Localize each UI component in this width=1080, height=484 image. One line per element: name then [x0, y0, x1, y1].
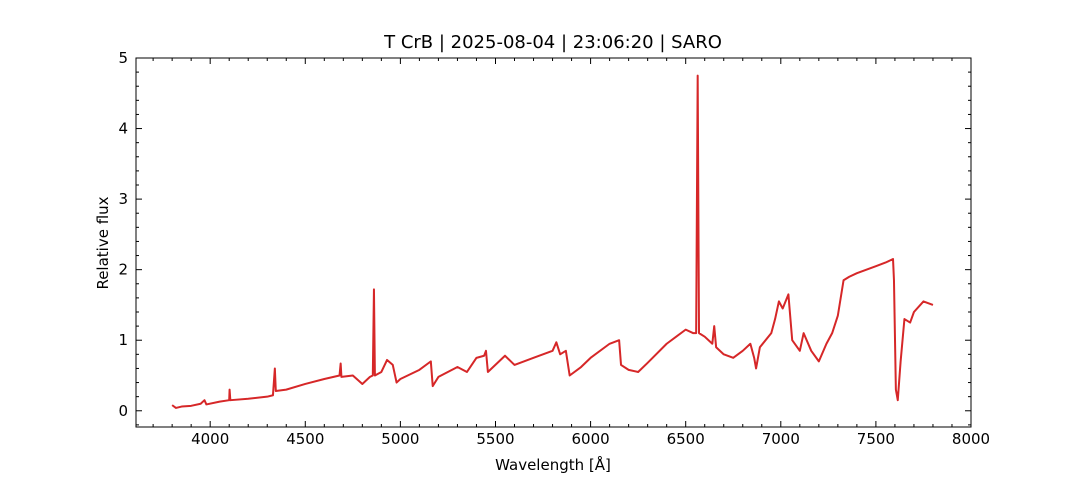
chart-title: T CrB | 2025-08-04 | 23:06:20 | SARO: [383, 32, 722, 53]
x-tick-label: 4500: [286, 430, 324, 448]
x-axis-label: Wavelength [Å]: [495, 455, 611, 474]
x-tick-label: 5500: [476, 430, 514, 448]
x-tick-label: 4000: [191, 430, 229, 448]
y-tick-label: 5: [118, 49, 128, 67]
x-tick-label: 6500: [667, 430, 705, 448]
y-axis-label: Relative flux: [94, 196, 112, 289]
x-tick-label: 7500: [857, 430, 895, 448]
x-tick-label: 6000: [571, 430, 609, 448]
x-tick-label: 5000: [381, 430, 419, 448]
y-tick-label: 3: [118, 190, 128, 208]
plot-frame: [135, 57, 972, 428]
y-tick-label: 4: [118, 120, 128, 138]
x-tick-label: 8000: [952, 430, 990, 448]
spectrum-line: [171, 74, 934, 409]
y-tick-label: 0: [118, 402, 128, 420]
y-tick-label: 1: [118, 331, 128, 349]
y-tick-label: 2: [118, 261, 128, 279]
x-tick-label: 7000: [762, 430, 800, 448]
